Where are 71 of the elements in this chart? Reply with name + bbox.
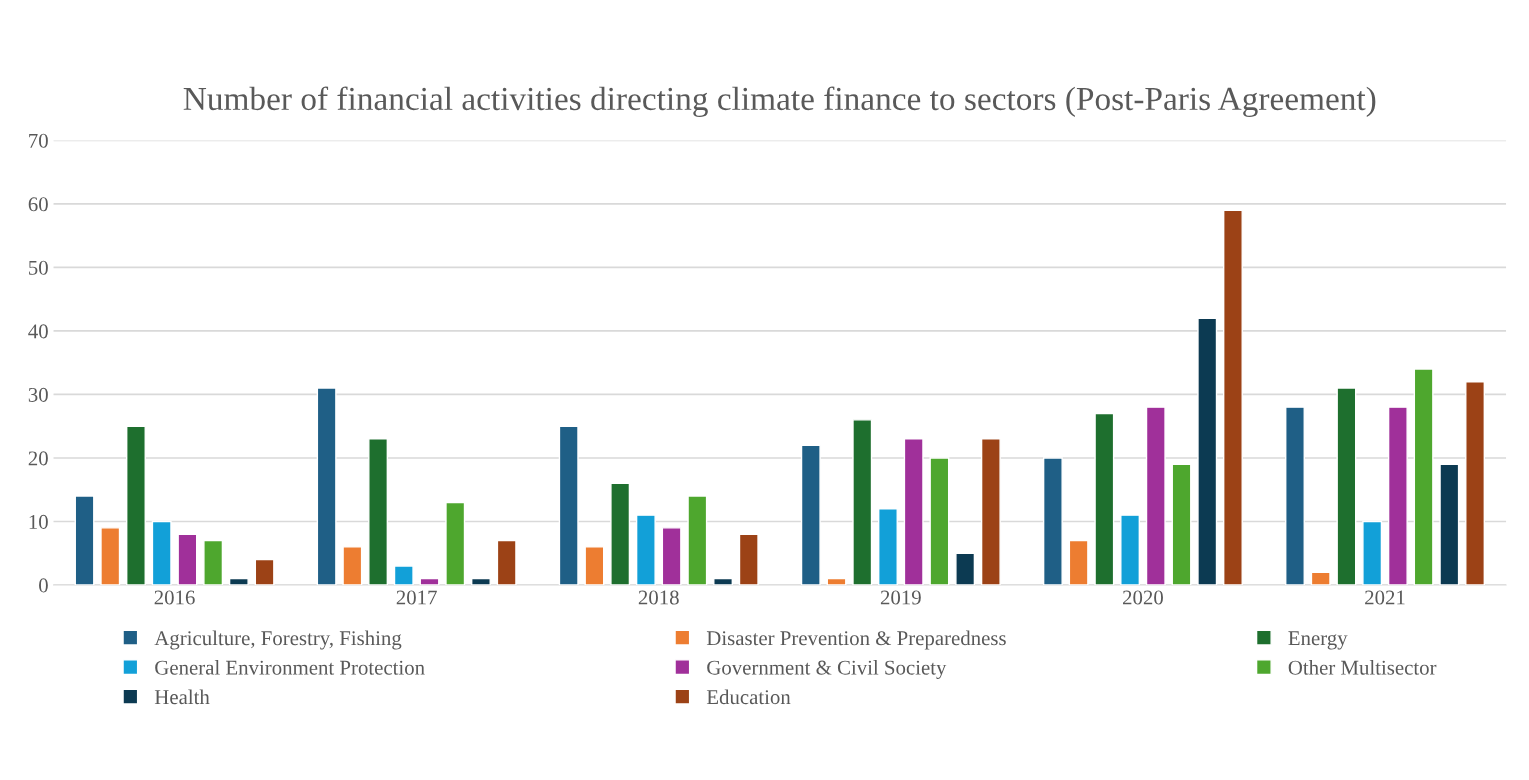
bar bbox=[316, 387, 337, 585]
y-tick-label: 10 bbox=[29, 514, 48, 529]
bar bbox=[1465, 381, 1486, 585]
bar bbox=[852, 419, 873, 585]
y-tick-label: 30 bbox=[28, 387, 48, 402]
bar bbox=[1145, 406, 1166, 585]
bar bbox=[1413, 368, 1434, 585]
bar bbox=[177, 533, 198, 585]
x-tick-label: 2019 bbox=[880, 590, 921, 605]
legend-label: General Environment Protection bbox=[155, 660, 425, 675]
bar bbox=[687, 495, 708, 585]
bar bbox=[1387, 406, 1408, 585]
bar bbox=[826, 577, 847, 585]
bar bbox=[929, 457, 950, 585]
bar bbox=[342, 546, 363, 585]
y-tick-label: 50 bbox=[29, 260, 48, 275]
bar bbox=[100, 527, 121, 585]
bar bbox=[903, 438, 924, 585]
bar bbox=[228, 577, 249, 585]
bar bbox=[800, 444, 821, 585]
bar bbox=[878, 508, 898, 585]
bar bbox=[1223, 209, 1243, 585]
bar bbox=[368, 438, 389, 585]
x-tick-label: 2017 bbox=[396, 590, 437, 605]
y-tick-label: 70 bbox=[29, 133, 48, 148]
bar bbox=[1285, 406, 1305, 585]
bar bbox=[1094, 412, 1115, 585]
legend-label: Education bbox=[706, 689, 791, 705]
y-tick-label: 60 bbox=[28, 197, 48, 212]
bar bbox=[1362, 520, 1383, 585]
bar bbox=[610, 482, 631, 585]
legend-label: Energy bbox=[1288, 631, 1348, 650]
bar bbox=[203, 539, 224, 585]
bar bbox=[955, 552, 976, 585]
bar bbox=[151, 520, 172, 585]
bar bbox=[1310, 571, 1331, 585]
x-tick-label: 2018 bbox=[638, 590, 679, 605]
y-tick-label: 20 bbox=[28, 451, 48, 466]
bar bbox=[74, 495, 95, 585]
bar bbox=[1120, 514, 1141, 585]
legend-label: Health bbox=[154, 689, 210, 705]
bar bbox=[635, 514, 656, 585]
bar bbox=[393, 565, 414, 585]
x-tick-label: 2016 bbox=[154, 590, 195, 605]
bar bbox=[980, 438, 1001, 585]
bar bbox=[471, 577, 491, 585]
bar bbox=[126, 425, 146, 585]
x-tick-label: 2021 bbox=[1365, 590, 1405, 605]
y-tick-label: 0 bbox=[39, 578, 48, 593]
legend-label: Disaster Prevention & Preparedness bbox=[706, 630, 1006, 650]
bar bbox=[713, 577, 734, 585]
bar bbox=[1336, 387, 1357, 585]
bar bbox=[738, 533, 759, 585]
x-tick-label: 2020 bbox=[1123, 590, 1163, 605]
bar bbox=[254, 558, 275, 585]
bar bbox=[419, 577, 440, 585]
bar bbox=[661, 527, 682, 585]
bar bbox=[1197, 317, 1218, 585]
y-tick-label: 40 bbox=[28, 324, 48, 339]
legend-label: Other Multisector bbox=[1288, 660, 1437, 675]
bar bbox=[558, 425, 579, 585]
bar bbox=[1042, 457, 1063, 585]
bar bbox=[445, 501, 466, 585]
chart-title: Number of financial activities directing climate finance to sectors (Post-Paris Agreement) bbox=[183, 86, 1376, 118]
bar bbox=[1068, 539, 1089, 585]
bar bbox=[584, 546, 605, 585]
bar bbox=[496, 539, 517, 585]
legend-label: Agriculture, Forestry, Fishing bbox=[154, 630, 402, 650]
bar bbox=[1171, 463, 1192, 585]
bar bbox=[1439, 463, 1460, 585]
legend-label: Government & Civil Society bbox=[707, 659, 947, 679]
